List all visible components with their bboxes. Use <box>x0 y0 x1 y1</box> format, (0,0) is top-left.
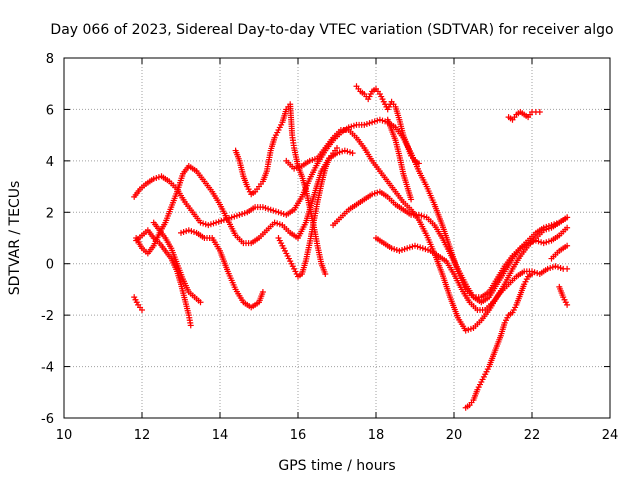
data-point <box>564 242 571 249</box>
data-point <box>564 224 571 231</box>
series-sat-a <box>131 116 571 301</box>
y-axis-label: SDTVAR / TECUs <box>7 181 23 296</box>
y-tick-label: 6 <box>46 103 54 118</box>
series-sat-d <box>150 219 204 306</box>
series-sat-n <box>505 109 543 123</box>
data-point <box>564 214 571 221</box>
series-sat-k <box>373 235 571 313</box>
series-sat-g <box>232 101 329 277</box>
data-point <box>408 196 415 203</box>
x-tick-label: 10 <box>56 428 73 443</box>
x-tick-label: 14 <box>212 428 229 443</box>
data-point <box>349 150 356 157</box>
plot-frame <box>63 57 611 419</box>
data-point <box>529 271 535 277</box>
data-point <box>334 145 340 151</box>
data-point <box>259 289 266 295</box>
y-tick-label: -2 <box>41 309 54 324</box>
data-point <box>564 301 571 308</box>
series-sat-i <box>283 127 571 334</box>
data-point <box>543 239 550 246</box>
x-tick-label: 12 <box>134 428 151 443</box>
data-point <box>197 299 204 306</box>
data-point <box>557 265 564 271</box>
series-sat-f <box>178 227 266 311</box>
series-sat-b <box>133 147 356 257</box>
series-sat-l <box>353 83 422 203</box>
x-tick-label: 20 <box>446 428 463 443</box>
data-point <box>538 239 545 246</box>
series-sat-m <box>462 271 535 411</box>
data-point <box>544 265 551 272</box>
y-tick-label: -6 <box>41 412 54 427</box>
y-tick-label: 0 <box>46 258 54 273</box>
chart-title: Day 066 of 2023, Sidereal Day-to-day VTE… <box>50 22 613 38</box>
y-tick-label: 8 <box>46 52 54 67</box>
x-tick-label: 18 <box>368 428 385 443</box>
series-sat-c <box>133 227 194 329</box>
data-points <box>131 83 571 411</box>
x-axis-label: GPS time / hours <box>278 458 395 474</box>
y-tick-label: 4 <box>46 155 54 170</box>
data-point <box>187 322 194 329</box>
data-point <box>322 271 329 277</box>
y-tick-label: 2 <box>46 206 54 221</box>
x-tick-label: 16 <box>290 428 307 443</box>
data-point <box>564 265 571 272</box>
series-sat-o <box>556 283 571 308</box>
series-sat-j <box>330 188 571 306</box>
data-point <box>139 307 145 313</box>
y-tick-label: -4 <box>41 361 54 376</box>
series-sat-e <box>131 294 145 313</box>
x-tick-label: 24 <box>602 428 619 443</box>
data-point <box>549 264 556 271</box>
data-point <box>536 109 543 115</box>
data-point <box>415 160 422 167</box>
data-point <box>543 223 550 230</box>
x-tick-label: 22 <box>524 428 541 443</box>
data-point <box>551 221 558 228</box>
series-sat-h <box>275 145 340 280</box>
